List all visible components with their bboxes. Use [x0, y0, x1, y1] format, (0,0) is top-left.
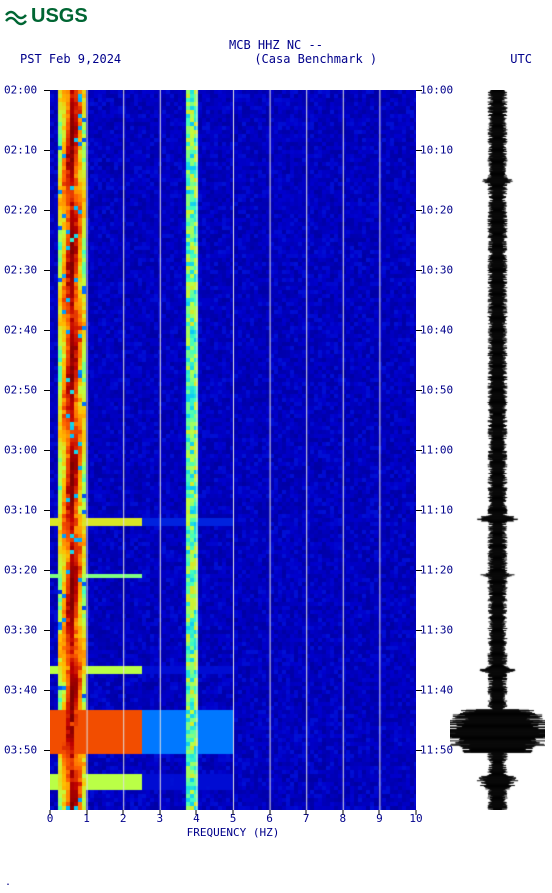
- usgs-logo: USGS: [5, 5, 88, 28]
- left-tick-label: 03:20: [4, 564, 37, 577]
- waveform-panel: [450, 90, 545, 810]
- header-left: PST Feb 9,2024: [20, 52, 121, 66]
- frequency-label: FREQUENCY (HZ): [50, 826, 416, 839]
- footer-mark: .: [5, 877, 11, 888]
- right-tick-label: 10:40: [420, 324, 453, 337]
- chart-header: MCB HHZ NC -- PST Feb 9,2024 (Casa Bench…: [0, 38, 552, 66]
- right-tick-label: 11:30: [420, 624, 453, 637]
- right-tick-label: 11:20: [420, 564, 453, 577]
- left-tick-label: 03:40: [4, 684, 37, 697]
- spectrogram-panel: [50, 90, 416, 810]
- right-tick-label: 10:20: [420, 204, 453, 217]
- header-center: (Casa Benchmark ): [254, 52, 377, 66]
- right-tick-label: 11:40: [420, 684, 453, 697]
- right-tick-label: 11:00: [420, 444, 453, 457]
- left-tick-label: 03:30: [4, 624, 37, 637]
- left-tick-label: 02:20: [4, 204, 37, 217]
- right-tick-label: 11:10: [420, 504, 453, 517]
- left-tick-label: 03:10: [4, 504, 37, 517]
- left-tick-label: 02:00: [4, 84, 37, 97]
- right-tick-label: 10:00: [420, 84, 453, 97]
- left-tick-label: 02:40: [4, 324, 37, 337]
- station-line: MCB HHZ NC --: [0, 38, 552, 52]
- left-tick-label: 03:50: [4, 744, 37, 757]
- right-tick-label: 11:50: [420, 744, 453, 757]
- right-tick-label: 10:30: [420, 264, 453, 277]
- right-tick-label: 10:50: [420, 384, 453, 397]
- right-tick-label: 10:10: [420, 144, 453, 157]
- logo-text: USGS: [31, 5, 88, 28]
- left-tick-label: 03:00: [4, 444, 37, 457]
- left-tick-label: 02:50: [4, 384, 37, 397]
- left-tick-label: 02:10: [4, 144, 37, 157]
- header-right: UTC: [510, 52, 532, 66]
- left-tick-label: 02:30: [4, 264, 37, 277]
